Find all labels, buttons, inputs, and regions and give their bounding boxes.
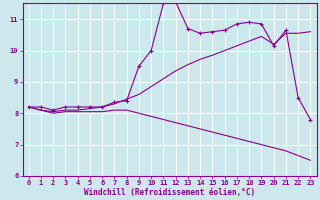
X-axis label: Windchill (Refroidissement éolien,°C): Windchill (Refroidissement éolien,°C): [84, 188, 255, 197]
